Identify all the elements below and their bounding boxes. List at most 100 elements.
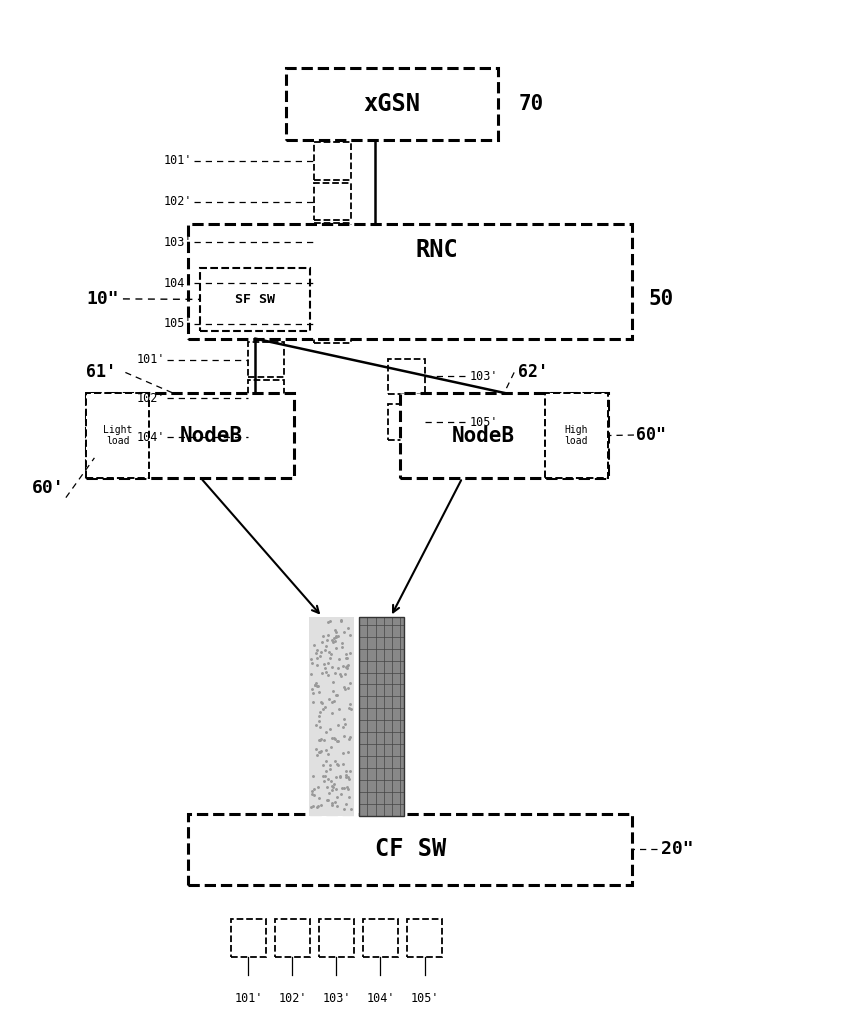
Bar [274,919,311,956]
Text: Light
load: Light load [103,425,132,446]
Point [321,627,335,644]
Point [342,789,356,805]
Point [305,651,318,668]
Point [337,800,351,817]
Point [336,744,350,761]
Point [340,766,353,782]
Point [308,677,322,693]
Bar [388,358,424,394]
Point [319,752,333,769]
Point [335,612,348,628]
Point [340,769,354,786]
Point [334,613,347,629]
Point [342,700,356,716]
Point [342,731,356,747]
Point [315,634,329,651]
Point [343,763,357,779]
Point [341,680,355,697]
Bar [318,919,354,956]
Point [330,687,344,704]
Text: 104': 104' [366,993,395,1005]
Text: 101': 101' [137,353,166,366]
Point [318,768,332,785]
Point [322,667,335,683]
Point [340,768,353,785]
Bar [407,919,442,956]
Bar [314,224,351,261]
Point [329,628,343,645]
Bar [359,617,404,816]
Text: 104': 104' [137,431,166,444]
Text: 103': 103' [469,369,498,383]
Point [340,779,353,796]
Point [311,799,324,816]
Point [311,650,324,667]
Point [324,739,338,756]
Point [332,651,346,668]
Point [318,660,332,677]
Point [310,741,323,758]
Text: SF SW: SF SW [235,293,275,306]
Point [336,718,350,735]
Bar [188,814,633,885]
Point [313,744,327,761]
Text: 60": 60" [637,426,666,444]
Point [335,780,349,797]
Bar [314,264,351,302]
Point [337,679,351,696]
Point [322,690,335,707]
Point [325,781,339,798]
Point [321,770,335,787]
Text: RNC: RNC [415,237,458,262]
Point [325,777,339,794]
Point [314,644,328,660]
Bar [188,225,633,338]
Point [340,763,353,779]
Point [325,795,339,811]
Point [340,658,354,675]
Point [320,792,334,808]
Point [319,763,333,779]
Point [305,798,318,815]
Point [313,704,327,720]
Point [318,656,331,673]
Point [330,789,344,805]
Point [325,693,339,710]
Point [333,768,346,785]
Point [322,792,335,808]
Point [317,757,330,773]
Point [340,645,353,661]
Point [320,778,334,795]
Point [329,633,342,650]
Point [341,780,355,797]
Point [312,744,326,761]
Point [329,798,343,815]
Point [340,659,354,676]
Point [338,779,351,796]
Point [317,628,330,645]
Point [319,638,333,654]
Point [331,733,345,749]
Point [334,786,347,802]
Point [326,633,340,650]
Point [318,642,332,658]
Point [328,753,341,770]
Bar [309,617,353,816]
Point [325,631,339,648]
Point [321,654,335,671]
Bar [200,268,311,331]
Point [311,678,324,694]
Text: 20": 20" [661,840,694,858]
Point [329,640,343,656]
Point [319,664,333,681]
Point [316,696,329,712]
Text: 105': 105' [410,993,439,1005]
Point [331,757,345,773]
Text: 61': 61' [87,363,116,382]
Point [315,797,329,814]
Point [338,716,351,733]
Point [310,746,323,763]
Point [328,776,341,793]
Point [317,701,330,717]
Point [340,650,354,667]
